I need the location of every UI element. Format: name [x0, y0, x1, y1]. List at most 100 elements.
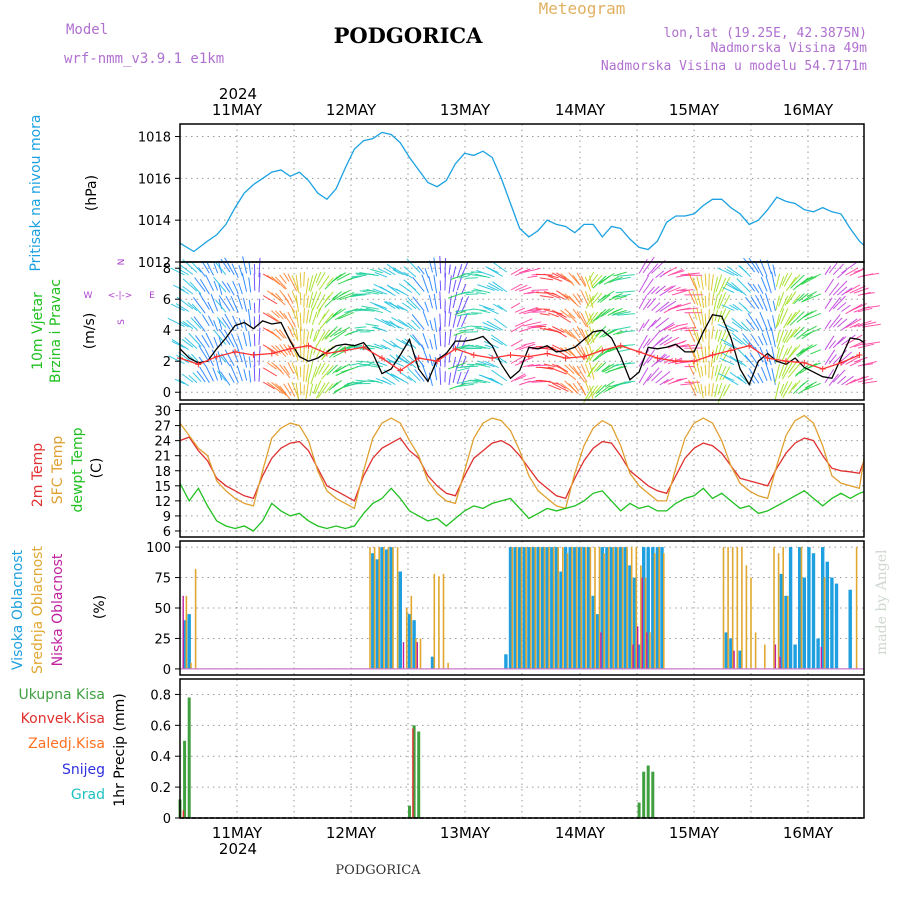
wind-arrow	[552, 326, 565, 333]
wind-arrow	[455, 308, 474, 313]
legend-snow: Snijeg	[62, 762, 105, 778]
cloud-bar	[571, 547, 573, 669]
wind-arrow	[655, 285, 666, 295]
cloud-bar	[433, 573, 436, 669]
wind-arrow	[589, 294, 594, 308]
wind-arrow	[775, 273, 780, 288]
wind-arrow	[238, 264, 243, 277]
wind-arrow	[391, 316, 408, 328]
wind-arrow	[552, 292, 565, 300]
wind-arrow	[612, 276, 631, 282]
wind-arrow	[275, 276, 287, 290]
wind-arrow	[761, 332, 768, 346]
cloud-bar	[733, 650, 735, 669]
cloud-bar	[187, 614, 191, 669]
wind-arrow	[759, 294, 768, 312]
y-tick-label: 6	[163, 293, 171, 308]
gust-point	[838, 359, 845, 366]
wind-arrow	[748, 368, 760, 384]
wind-arrow	[590, 274, 599, 285]
wind-arrow	[476, 292, 487, 295]
wind-arrow	[799, 379, 809, 388]
gust-point	[378, 355, 385, 362]
wind-arrow	[824, 297, 833, 309]
wind-arrow	[303, 364, 305, 382]
wind-arrow	[448, 264, 451, 275]
wind-arrow	[539, 366, 553, 370]
wind-arrow	[439, 280, 442, 291]
wind-arrow	[484, 360, 499, 369]
wind-arrow	[548, 275, 563, 282]
wind-arrow	[710, 349, 714, 367]
legend-hail: Grad	[71, 787, 105, 803]
wind-arrow	[742, 305, 751, 315]
wind-arrow	[339, 289, 351, 297]
wind-arrow	[384, 267, 396, 276]
series-line-0	[179, 131, 865, 253]
wind-arrow	[306, 295, 309, 308]
wind-arrow	[170, 267, 185, 276]
wind-arrow	[568, 383, 578, 393]
wind-arrow	[790, 274, 805, 289]
wind-arrow	[719, 357, 735, 366]
cloud-bar	[373, 547, 376, 669]
wind-arrow	[287, 311, 297, 328]
wind-arrow	[295, 274, 299, 290]
wind-arrow	[271, 292, 286, 306]
wind-arrow	[287, 293, 294, 305]
gust-point	[599, 347, 606, 354]
wind-arrow	[747, 313, 760, 331]
wind-arrow	[603, 276, 619, 285]
cloud-bar	[392, 547, 394, 669]
wind-arrow	[378, 268, 392, 276]
wind-arrow	[229, 364, 239, 384]
wind-arrow	[490, 377, 503, 386]
wind-arrow	[460, 365, 478, 368]
legend-s: S	[117, 319, 127, 325]
wind-arrow	[799, 344, 817, 355]
wind-arrow	[584, 310, 590, 322]
wind-arrow	[279, 385, 292, 401]
wind-arrow	[729, 304, 739, 311]
wind-arrow	[719, 366, 727, 381]
wind-arrow	[212, 367, 219, 381]
wind-arrow	[792, 380, 801, 390]
wind-arrow	[218, 283, 223, 295]
wind-arrow	[326, 277, 334, 286]
wind-arrow	[366, 288, 384, 295]
wind-arrow	[775, 295, 780, 311]
wind-arrow	[332, 291, 342, 300]
wind-arrow	[837, 375, 847, 385]
wind-arrow	[760, 276, 768, 292]
wind-arrow	[772, 264, 776, 277]
cloud-bar	[412, 620, 416, 669]
cloud-bar	[419, 638, 422, 669]
wind-arrow	[729, 355, 743, 366]
wind-arrow	[175, 303, 189, 312]
wind-arrow	[194, 335, 206, 349]
wind-arrow	[271, 310, 280, 319]
cloud-bar	[384, 549, 389, 669]
wind-arrow	[580, 312, 589, 328]
wind-arrow	[439, 367, 442, 385]
wind-arrow	[642, 298, 652, 311]
wind-arrow	[751, 334, 760, 347]
wind-arrow	[585, 295, 595, 309]
wind-arrow	[714, 365, 719, 377]
wind-arrow	[523, 376, 536, 381]
wind-arrow	[790, 274, 801, 287]
wind-arrow	[776, 308, 785, 327]
wind-arrow	[731, 332, 747, 346]
wind-arrow	[310, 291, 318, 308]
wind-arrow	[531, 364, 549, 367]
wind-marks	[177, 313, 865, 386]
wind-arrow	[191, 261, 202, 273]
wind-arrow	[299, 272, 302, 288]
wind-arrow	[287, 273, 298, 292]
gust-point	[636, 348, 643, 355]
cloud-bar	[380, 547, 384, 669]
wind-arrow	[182, 278, 198, 292]
wind-arrow	[720, 352, 739, 363]
wind-arrow	[390, 373, 408, 384]
wind-arrow	[572, 275, 580, 285]
